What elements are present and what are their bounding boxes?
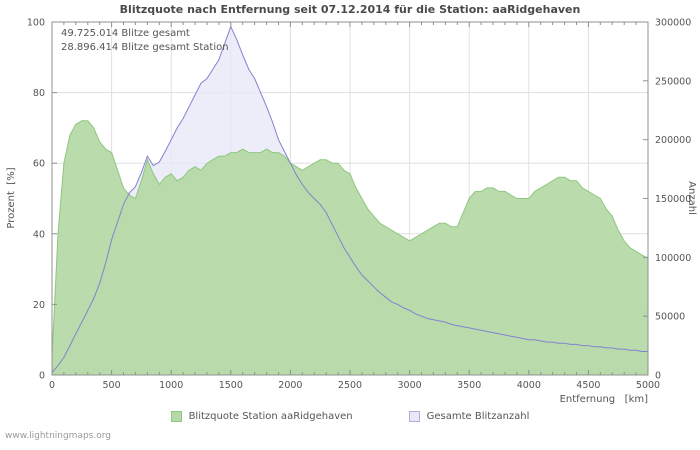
percent-line <box>51 120 649 358</box>
y-left-tick-label: 100 <box>27 18 45 29</box>
x-tick-label: 4500 <box>576 380 600 391</box>
x-tick-label: 4000 <box>517 380 541 391</box>
y-left-tick-label: 20 <box>33 300 45 311</box>
x-tick-label: 1000 <box>159 380 183 391</box>
x-tick-label: 2000 <box>278 380 302 391</box>
x-axis-label: Entfernung [km] <box>560 394 649 405</box>
x-tick-label: 500 <box>103 380 121 391</box>
count-line <box>51 25 648 373</box>
x-tick-label: 3500 <box>457 380 481 391</box>
annotation-station-flashes: 28.896.414 Blitze gesamt Station <box>61 42 229 53</box>
y-left-tick-label: 0 <box>39 371 45 382</box>
annotation-block: 49.725.014 Blitze gesamt 28.896.414 Blit… <box>61 27 229 55</box>
watermark-link[interactable]: www.lightningmaps.org <box>5 431 111 441</box>
y-left-tick-label: 80 <box>33 88 45 99</box>
x-tick-label: 1500 <box>219 380 243 391</box>
legend-item-count: Gesamte Blitzanzahl <box>408 411 530 422</box>
y-right-tick-label: 200000 <box>655 135 691 146</box>
percent-area <box>52 120 648 375</box>
x-tick-label: 5000 <box>636 380 660 391</box>
chart-title: Blitzquote nach Entfernung seit 07.12.20… <box>119 3 581 16</box>
y-right-tick-label: 250000 <box>655 76 691 87</box>
x-tick-label: 2500 <box>338 380 362 391</box>
x-tick-label: 0 <box>49 380 55 391</box>
percent-series-swatch <box>170 411 182 422</box>
y-right-tick-label: 300000 <box>655 18 691 29</box>
y-right-tick-label: 50000 <box>655 312 685 323</box>
x-tick-label: 3000 <box>398 380 422 391</box>
y-axis-label-right: Anzahl <box>686 181 697 215</box>
chart-legend: Blitzquote Station aaRidgehaven Gesamte … <box>0 411 700 422</box>
legend-label-percent: Blitzquote Station aaRidgehaven <box>188 411 353 422</box>
legend-label-count: Gesamte Blitzanzahl <box>426 411 530 422</box>
count-series-swatch <box>408 411 420 422</box>
y-left-tick-label: 60 <box>33 159 45 170</box>
y-axis-label-left: Prozent [%] <box>6 167 17 228</box>
y-right-tick-label: 0 <box>655 371 661 382</box>
legend-item-percent: Blitzquote Station aaRidgehaven <box>170 411 353 422</box>
annotation-total-flashes: 49.725.014 Blitze gesamt <box>61 28 190 39</box>
y-right-tick-label: 100000 <box>655 253 691 264</box>
y-right-tick-label: 150000 <box>655 194 691 205</box>
y-left-tick-label: 40 <box>33 229 45 240</box>
